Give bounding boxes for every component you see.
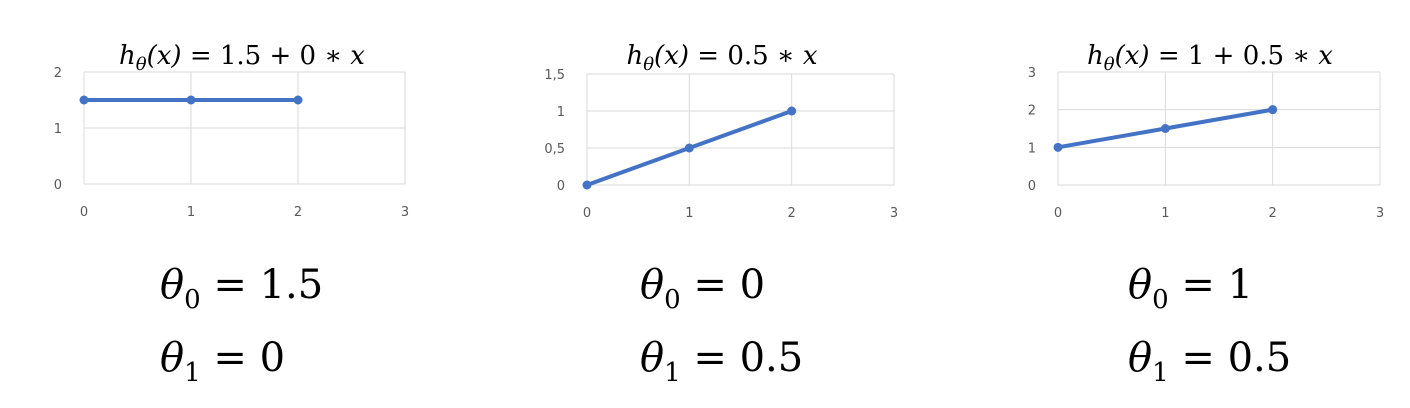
y-tick-label: 1,5 — [544, 68, 565, 83]
theta-1-equation: θ1 = 0.5 — [640, 335, 803, 388]
y-tick-label: 3 — [1028, 66, 1036, 81]
chart-1: 0 1 2 3 0 1 2 hθ(x) = 1.5 + 0 ∗ x θ0 = 1.5 θ1 = 0 — [54, 41, 409, 388]
y-tick-label: 0,5 — [544, 142, 565, 157]
theta-0-equation: θ0 = 1.5 — [160, 262, 323, 315]
data-point — [787, 106, 797, 116]
theta-0-equation: θ0 = 0 — [640, 262, 765, 315]
data-point — [1053, 142, 1063, 152]
data-point — [1160, 124, 1170, 133]
chart-2: 0 1 2 3 0 0,5 1 1,5 hθ(x) = 0.5 ∗ x θ0 = 0 θ1 = 0.… — [544, 41, 898, 388]
data-point — [186, 95, 196, 105]
x-tick-label: 0 — [583, 206, 591, 221]
y-tick-label: 0 — [54, 178, 62, 193]
x-tick-label: 1 — [187, 205, 195, 220]
chart-title: hθ(x) = 1.5 + 0 ∗ x — [119, 41, 365, 75]
y-tick-label: 1 — [1028, 141, 1036, 156]
x-tick-label: 2 — [1269, 206, 1277, 221]
theta-1-equation: θ1 = 0.5 — [1128, 335, 1291, 388]
y-tick-label: 0 — [1028, 179, 1036, 194]
data-point — [1268, 105, 1278, 115]
x-tick-label: 2 — [788, 206, 796, 221]
x-tick-label: 2 — [294, 205, 302, 220]
data-point — [582, 180, 592, 190]
x-tick-label: 3 — [890, 206, 898, 221]
data-point — [293, 95, 303, 105]
chart-3: 0 1 2 3 0 1 2 3 hθ(x) = 1 + 0.5 ∗ x θ0 = 1 θ1 = 0.… — [1028, 41, 1384, 388]
y-tick-label: 2 — [1028, 104, 1036, 119]
chart-title: hθ(x) = 1 + 0.5 ∗ x — [1087, 41, 1333, 75]
y-tick-label: 1 — [557, 105, 565, 120]
data-point — [684, 143, 694, 153]
x-tick-label: 1 — [1161, 206, 1169, 221]
y-tick-label: 2 — [54, 66, 62, 81]
chart-title: hθ(x) = 0.5 ∗ x — [626, 41, 817, 75]
theta-0-equation: θ0 = 1 — [1128, 262, 1253, 315]
x-tick-label: 0 — [1054, 206, 1062, 221]
x-tick-label: 3 — [401, 205, 409, 220]
y-tick-label: 1 — [54, 122, 62, 137]
data-point — [79, 95, 89, 105]
theta-1-equation: θ1 = 0 — [160, 335, 285, 388]
y-tick-label: 0 — [557, 179, 565, 194]
x-tick-label: 1 — [685, 206, 693, 221]
x-tick-label: 0 — [80, 205, 88, 220]
x-tick-label: 3 — [1376, 206, 1384, 221]
